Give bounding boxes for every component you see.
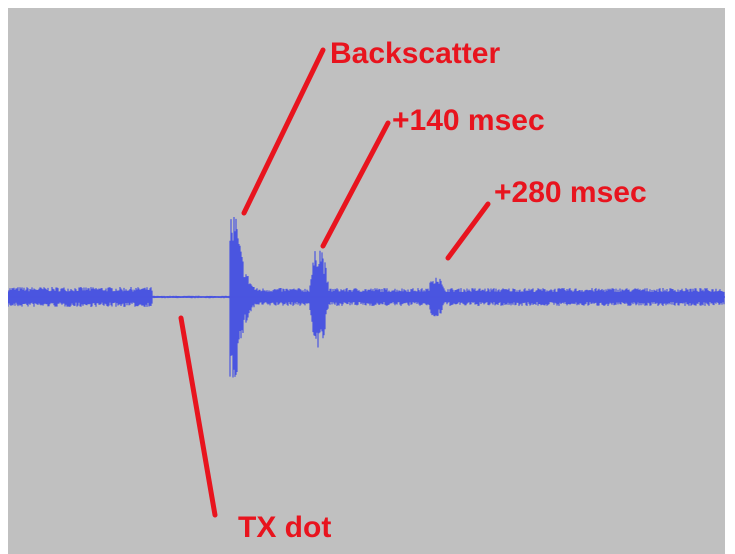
audio-waveform xyxy=(8,217,725,378)
echo-280-pointer-line xyxy=(445,201,491,261)
annotation-pointers xyxy=(178,47,491,518)
waveform-background xyxy=(8,8,725,554)
tx-dot-pointer-line xyxy=(178,315,218,518)
echo-140-label: +140 msec xyxy=(392,104,545,137)
tx-dot-label: TX dot xyxy=(238,511,332,544)
backscatter-pointer-line xyxy=(241,47,326,216)
waveform-panel xyxy=(8,8,725,554)
echo-280-label: +280 msec xyxy=(494,176,647,209)
waveform-display xyxy=(8,8,725,554)
echo-140-pointer-line xyxy=(320,120,391,249)
backscatter-label: Backscatter xyxy=(330,37,501,70)
